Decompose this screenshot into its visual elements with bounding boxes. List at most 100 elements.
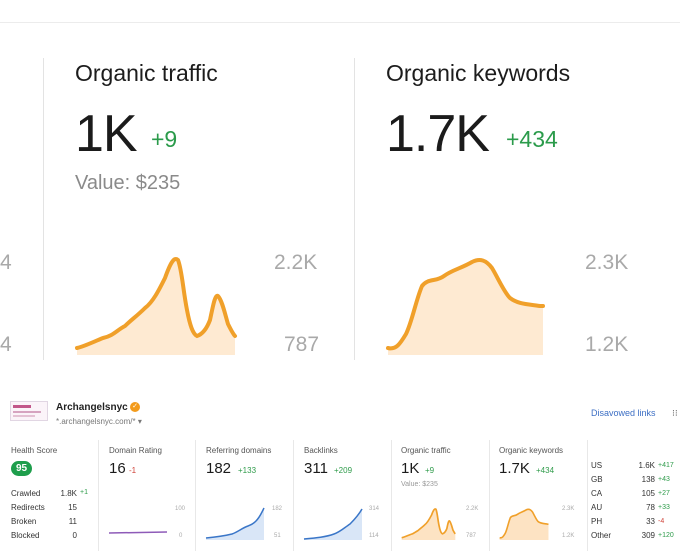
organic-traffic-card[interactable]: Organic traffic 1K +9 Value: $235 2.2K 7…: [391, 440, 488, 551]
country-delta: +120: [658, 532, 674, 539]
country-code: US: [591, 461, 603, 470]
keywords-axis-bottom: 1.2K: [585, 333, 629, 356]
ot-area: [401, 508, 456, 540]
country-code: GB: [591, 475, 603, 484]
thumb-bar: [13, 405, 31, 408]
ot-axis-top: 2.2K: [466, 506, 479, 512]
country-value: 309: [641, 531, 655, 540]
disavowed-links-link[interactable]: Disavowed links: [591, 408, 656, 418]
organic-keywords-title: Organic keywords: [499, 446, 564, 455]
traffic-delta: +9: [151, 126, 178, 152]
left-edge-axis-top: 4: [0, 251, 12, 274]
organic-traffic-value: 1K: [401, 460, 420, 477]
traffic-value: 1K: [75, 105, 138, 163]
traffic-axis-top: 2.2K: [274, 251, 318, 274]
country-value: 33: [646, 517, 655, 526]
backlinks-title: Backlinks: [304, 446, 338, 455]
country-code: Other: [591, 531, 612, 540]
dr-chart: [108, 531, 168, 534]
site-thumbnail[interactable]: [10, 401, 48, 421]
referring-domains-value: 182: [206, 460, 232, 477]
keywords-title: Organic keywords: [386, 60, 571, 86]
referring-domains-title: Referring domains: [206, 446, 272, 455]
ok-line: [499, 508, 549, 539]
ot-axis-bottom: 787: [466, 533, 477, 539]
backlinks-card[interactable]: Backlinks 311 +209 314 114: [293, 440, 390, 551]
country-delta: +33: [658, 504, 670, 511]
thumb-bar: [13, 411, 41, 413]
organic-keywords-value: 1.7K: [499, 460, 530, 477]
keywords-value: 1.7K: [386, 105, 490, 163]
site-name[interactable]: Archangelsnyc: [56, 402, 128, 413]
country-code: AU: [591, 503, 603, 512]
country-value: 138: [641, 475, 655, 484]
ok-chart: [499, 508, 549, 540]
ot-chart: [401, 508, 456, 540]
domain-rating-title: Domain Rating: [109, 446, 162, 455]
blocked-label: Blocked: [11, 531, 40, 540]
country-value: 105: [641, 489, 655, 498]
organic-traffic-delta: +9: [425, 466, 435, 475]
ok-axis-top: 2.3K: [562, 506, 575, 512]
ok-area: [499, 509, 549, 540]
bl-axis-top: 314: [369, 506, 380, 512]
rd-axis-bottom: 51: [274, 533, 281, 539]
top-divider: [0, 22, 680, 23]
country-delta: -4: [658, 518, 665, 525]
countries-card[interactable]: [587, 440, 680, 551]
country-delta: +27: [658, 490, 670, 497]
more-dots-icon[interactable]: ⁝⁝: [672, 408, 678, 418]
bl-chart: [303, 508, 363, 540]
chevron-down-icon: ▾: [137, 417, 142, 426]
health-score-title: Health Score: [11, 446, 58, 455]
left-edge-axis-bottom: 4: [0, 333, 12, 356]
bl-axis-bottom: 114: [369, 533, 379, 539]
site-url-text: *.archangelsnyc.com/*: [56, 417, 136, 426]
traffic-value-sub: Value: $235: [75, 172, 181, 194]
bl-line: [303, 508, 363, 540]
verified-check-icon: ✓: [130, 402, 140, 412]
referring-domains-card[interactable]: Referring domains 182 +133 182 51: [195, 440, 292, 551]
thumb-bar: [13, 415, 35, 417]
keywords-big-line: [386, 258, 545, 351]
crawled-label: Crawled: [11, 489, 41, 498]
broken-label: Broken: [11, 517, 37, 526]
country-code: PH: [591, 517, 603, 526]
dr-axis-top: 100: [175, 506, 186, 512]
crawled-value: 1.8K: [60, 489, 77, 498]
redirects-label: Redirects: [11, 503, 45, 512]
organic-traffic-sub: Value: $235: [401, 481, 438, 488]
keywords-big-area: [388, 260, 543, 355]
dr-axis-bottom: 0: [179, 533, 183, 539]
backlinks-value: 311: [304, 460, 328, 477]
zoomed-metrics-panel: 4 4 Organic traffic 1K +9 Value: $235 2.…: [0, 22, 680, 360]
ok-axis-bottom: 1.2K: [562, 533, 575, 539]
keywords-axis-top: 2.3K: [585, 251, 629, 274]
keywords-big-chart: [386, 258, 545, 355]
organic-traffic-title: Organic traffic: [401, 446, 451, 455]
redirects-value: 15: [68, 503, 77, 512]
country-value: 78: [646, 503, 655, 512]
rd-area: [206, 508, 264, 540]
site-url-mode[interactable]: *.archangelsnyc.com/* ▾: [56, 417, 142, 426]
rd-axis-top: 182: [272, 506, 283, 512]
organic-keywords-card[interactable]: Organic keywords 1.7K +434 2.3K 1.2K: [489, 440, 586, 551]
keywords-delta: +434: [506, 126, 558, 152]
organic-keywords-delta: +434: [536, 466, 555, 475]
rd-chart: [205, 507, 265, 540]
domain-rating-value: 16: [109, 460, 126, 477]
crawled-delta: +1: [80, 489, 88, 496]
domain-rating-card[interactable]: Domain Rating 16 -1 100 0: [98, 440, 195, 551]
backlinks-delta: +209: [334, 466, 353, 475]
traffic-title: Organic traffic: [75, 60, 218, 86]
country-delta: +417: [658, 462, 674, 469]
country-value: 1.6K: [638, 461, 655, 470]
blocked-value: 0: [72, 531, 77, 540]
traffic-axis-bottom: 787: [284, 333, 320, 356]
traffic-big-area: [77, 258, 235, 355]
domain-rating-delta: -1: [129, 466, 137, 475]
health-score-badge: 95: [11, 461, 32, 476]
divider-mid: [354, 58, 355, 360]
broken-value: 11: [68, 517, 77, 526]
bl-area: [304, 509, 362, 540]
